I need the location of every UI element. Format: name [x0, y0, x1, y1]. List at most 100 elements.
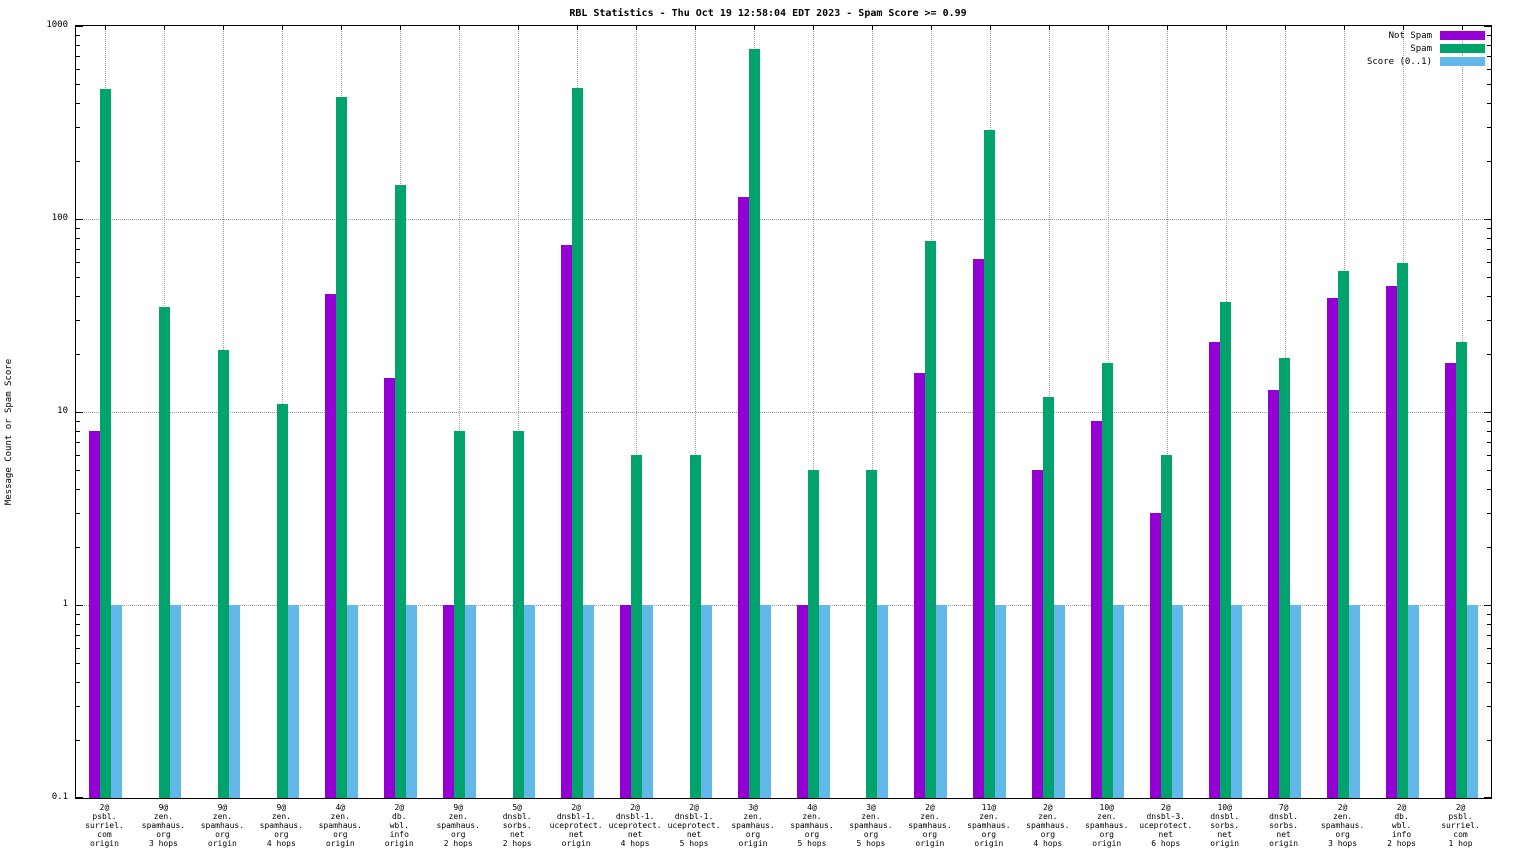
y-minor-tick — [76, 705, 80, 707]
x-tick-label: 2@ dnsbl-1. uceprotect. net origin — [549, 803, 603, 848]
x-tick — [871, 26, 873, 30]
y-minor-tick — [1487, 681, 1491, 683]
y-axis-label: Message Count or Spam Score — [4, 358, 14, 506]
y-minor-tick — [76, 126, 80, 128]
bar-score-0-1 — [287, 605, 299, 798]
y-minor-tick — [76, 488, 80, 490]
gridline-horizontal — [76, 605, 1491, 606]
bar-spam — [217, 349, 229, 798]
x-tick — [577, 26, 579, 30]
y-minor-tick — [76, 441, 80, 443]
y-tick-label: 0.1 — [51, 792, 68, 802]
y-minor-tick — [76, 44, 80, 46]
bar-not-spam — [973, 259, 985, 798]
y-minor-tick — [1487, 739, 1491, 741]
x-tick — [223, 26, 225, 30]
bar-not-spam — [619, 605, 631, 798]
gridline-horizontal — [76, 219, 1491, 220]
bar-not-spam — [1209, 342, 1221, 798]
x-tick-label: 3@ zen. spamhaus. org origin — [731, 803, 775, 848]
bar-not-spam — [560, 245, 572, 798]
gridline-vertical — [518, 26, 520, 798]
y-minor-tick — [76, 546, 80, 548]
y-minor-tick — [76, 261, 80, 263]
bar-score-0-1 — [759, 605, 771, 798]
y-minor-tick — [76, 634, 80, 636]
y-minor-tick — [76, 739, 80, 741]
bar-not-spam — [1032, 470, 1044, 798]
y-minor-tick — [76, 353, 80, 355]
x-tick — [164, 26, 166, 30]
y-minor-tick — [1487, 512, 1491, 514]
y-minor-tick — [1487, 44, 1491, 46]
y-minor-tick — [1487, 237, 1491, 239]
x-tick — [518, 26, 520, 30]
y-minor-tick — [1487, 34, 1491, 36]
x-tick-label: 2@ zen. spamhaus. org origin — [908, 803, 952, 848]
bar-score-0-1 — [169, 605, 181, 798]
gridline-horizontal — [76, 412, 1491, 413]
bar-spam — [1397, 263, 1409, 798]
x-tick — [930, 26, 932, 30]
x-tick — [636, 26, 638, 30]
y-minor-tick — [1487, 623, 1491, 625]
bar-score-0-1 — [1231, 605, 1243, 798]
y-major-tick — [76, 605, 83, 606]
x-tick — [1166, 26, 1168, 30]
legend-label: Score (0..1) — [1366, 56, 1432, 67]
x-tick-label: 10@ zen. spamhaus. org origin — [1085, 803, 1129, 848]
x-tick — [1048, 26, 1050, 30]
y-minor-tick — [1487, 634, 1491, 636]
y-minor-tick — [1487, 488, 1491, 490]
bar-not-spam — [383, 378, 395, 798]
legend-swatch — [1440, 57, 1485, 66]
y-minor-tick — [1487, 705, 1491, 707]
y-minor-tick — [1487, 420, 1491, 422]
bar-score-0-1 — [228, 605, 240, 798]
x-tick — [989, 26, 991, 30]
y-minor-tick — [1487, 613, 1491, 615]
y-minor-tick — [1487, 160, 1491, 162]
bar-not-spam — [1091, 420, 1103, 798]
x-tick-label: 9@ zen. spamhaus. org 2 hops — [436, 803, 480, 848]
y-major-tick — [76, 26, 83, 27]
bar-score-0-1 — [1113, 605, 1125, 798]
bar-spam — [1279, 358, 1291, 798]
x-tick-label: 5@ dnsbl. sorbs. net 2 hops — [502, 803, 532, 848]
x-tick-label: 4@ zen. spamhaus. org 5 hops — [790, 803, 834, 848]
x-tick — [459, 26, 461, 30]
bar-score-0-1 — [111, 605, 122, 798]
y-minor-tick — [1487, 647, 1491, 649]
y-major-tick — [76, 219, 83, 220]
x-tick-label: 2@ dnsbl-1. uceprotect. net 4 hops — [608, 803, 662, 848]
x-tick-label: 2@ zen. spamhaus. org 4 hops — [1026, 803, 1070, 848]
y-tick-label: 10 — [57, 406, 68, 416]
y-minor-tick — [1487, 353, 1491, 355]
x-tick-label: 9@ zen. spamhaus. org origin — [200, 803, 245, 848]
bar-not-spam — [1150, 512, 1162, 798]
y-minor-tick — [76, 663, 80, 665]
bar-score-0-1 — [1172, 605, 1184, 798]
bar-spam — [453, 430, 465, 798]
bar-score-0-1 — [936, 605, 948, 798]
bar-score-0-1 — [995, 605, 1007, 798]
bar-score-0-1 — [818, 605, 830, 798]
legend-label: Not Spam — [1388, 30, 1432, 41]
bar-score-0-1 — [1408, 605, 1420, 798]
legend-swatch — [1440, 44, 1485, 53]
bar-spam — [276, 404, 288, 798]
y-minor-tick — [1487, 84, 1491, 86]
x-tick — [400, 26, 402, 30]
y-minor-tick — [1487, 430, 1491, 432]
bar-spam — [1102, 362, 1114, 798]
chart-title: RBL Statistics - Thu Oct 19 12:58:04 EDT… — [569, 8, 967, 19]
bar-spam — [1161, 454, 1173, 798]
y-minor-tick — [76, 34, 80, 36]
legend-swatch — [1440, 31, 1485, 40]
y-minor-tick — [76, 613, 80, 615]
bar-score-0-1 — [877, 605, 889, 798]
bar-not-spam — [1386, 285, 1398, 798]
bar-not-spam — [737, 197, 749, 798]
y-minor-tick — [76, 430, 80, 432]
